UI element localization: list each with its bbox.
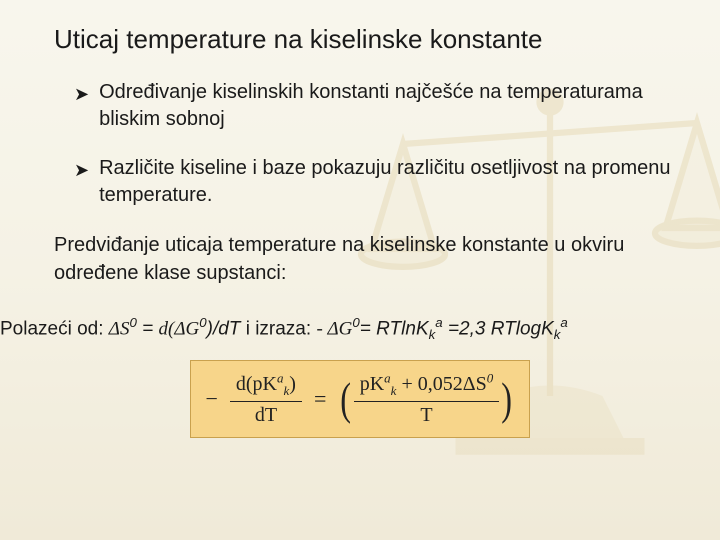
frac-r-den: T (414, 404, 438, 427)
fraction-right: pKak + 0,052ΔS0 T (354, 371, 500, 427)
frac-r-sup0: 0 (487, 370, 494, 385)
frac-r-plus: + 0,052ΔS (396, 373, 486, 395)
eq-sup-zero: 0 (129, 315, 136, 330)
formula-box: − d(pKak) dT = ( pKak + 0,052ΔS0 T ) (190, 360, 530, 438)
bullet-text: Različite kiseline i baze pokazuju razli… (99, 155, 680, 209)
eq-rtlnk: RTlnK (376, 318, 428, 339)
eq-sup-a2: a (560, 315, 567, 330)
eq-rhs-b: )/dT (207, 318, 241, 339)
bullet-item: ➤ Određivanje kiselinskih konstanti najč… (0, 79, 720, 155)
formula-equation: − d(pKak) dT = ( pKak + 0,052ΔS0 T ) (205, 371, 515, 427)
frac-l-den: dT (249, 404, 283, 427)
eq-sup-zero3: 0 (352, 315, 359, 330)
bullet-marker-icon: ➤ (74, 158, 89, 182)
frac-l-num-a: d(pK (236, 373, 277, 395)
frac-r-pk: pK (360, 373, 384, 395)
bullet-marker-icon: ➤ (74, 82, 89, 106)
frac-l-close: ) (289, 373, 296, 395)
slide-title: Uticaj temperature na kiselinske konstan… (0, 24, 720, 79)
eq-sup-a: a (435, 315, 442, 330)
paragraph: Predviđanje uticaja temperature na kisel… (0, 231, 720, 297)
fraction-left: d(pKak) dT (230, 371, 302, 427)
eq-minusDG: - ΔG (316, 318, 352, 339)
slide-content: Uticaj temperature na kiselinske konstan… (0, 0, 720, 438)
bullet-item: ➤ Različite kiseline i baze pokazuju raz… (0, 155, 720, 231)
minus-sign: − (205, 386, 217, 412)
eq-sup-zero2: 0 (199, 315, 206, 330)
eq-prefix: Polazeći od: (0, 318, 109, 339)
eq-two3: =2,3 RTlogK (443, 318, 554, 339)
equation-line: Polazeći od: ΔS0 = d(ΔG0)/dT i izraza: -… (0, 297, 720, 342)
equals-sign: = (310, 386, 330, 412)
bullet-text: Određivanje kiselinskih konstanti najčeš… (99, 79, 680, 133)
eq-rhs-a: d(ΔG (159, 318, 200, 339)
paren-group: ( pKak + 0,052ΔS0 T ) (338, 371, 514, 427)
eq-deltaS: ΔS (109, 318, 130, 339)
eq-mid: i izraza: (246, 318, 317, 339)
